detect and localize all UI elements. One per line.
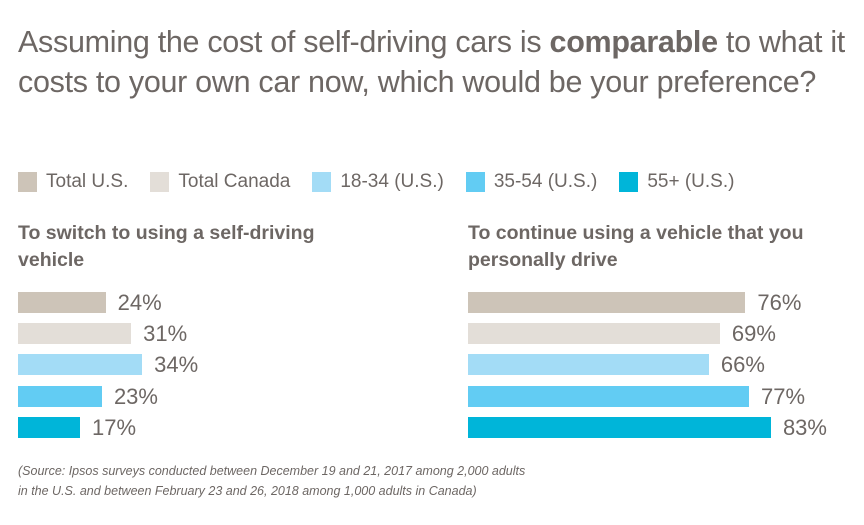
bar bbox=[468, 386, 750, 407]
data-label: 34% bbox=[154, 352, 199, 377]
bar bbox=[468, 292, 746, 313]
source-note: (Source: Ipsos surveys conducted between… bbox=[18, 461, 525, 501]
bar bbox=[468, 354, 709, 375]
panel-title-continue: To continue using a vehicle that you per… bbox=[468, 222, 804, 271]
legend-label: Total U.S. bbox=[46, 171, 129, 192]
legend-item: Total U.S. bbox=[18, 170, 128, 194]
legend-label: 18-34 (U.S.) bbox=[340, 171, 444, 192]
legend-label: 35-54 (U.S.) bbox=[493, 171, 598, 192]
bar bbox=[18, 292, 106, 313]
bar bbox=[468, 323, 720, 344]
data-label: 76% bbox=[757, 290, 802, 315]
data-label: 23% bbox=[113, 384, 158, 409]
legend: Total U.S. Total Canada 18-34 (U.S.) 35-54 … bbox=[18, 170, 756, 194]
bar bbox=[468, 417, 771, 438]
data-label: 17% bbox=[92, 415, 137, 440]
data-label: 24% bbox=[117, 290, 162, 315]
chart-title: Assuming the cost of self-driving cars i… bbox=[18, 22, 858, 102]
legend-swatch bbox=[312, 172, 332, 192]
bar bbox=[18, 386, 102, 407]
panel-title-switch: To switch to using a self-driving vehicl… bbox=[18, 222, 315, 271]
bar bbox=[18, 354, 143, 375]
legend-item: Total Canada bbox=[150, 170, 290, 194]
legend-swatch bbox=[465, 172, 485, 192]
source-line-2: in the U.S. and between February 23 and … bbox=[18, 484, 477, 498]
title-prefix: Assuming the cost of self-driving cars i… bbox=[18, 25, 550, 59]
bar bbox=[18, 323, 132, 344]
title-suffix: to what it costs to your own car now, wh… bbox=[18, 25, 845, 99]
data-label: 83% bbox=[782, 415, 827, 440]
legend-item: 55+ (U.S.) bbox=[619, 170, 734, 194]
legend-label: 55+ (U.S.) bbox=[647, 171, 735, 192]
data-label: 69% bbox=[731, 321, 776, 346]
legend-item: 18-34 (U.S.) bbox=[312, 170, 444, 194]
legend-swatch bbox=[619, 172, 639, 192]
data-label: 77% bbox=[761, 384, 806, 409]
source-line-1: (Source: Ipsos surveys conducted between… bbox=[18, 464, 526, 478]
data-label: 31% bbox=[143, 321, 188, 346]
bar bbox=[18, 417, 81, 438]
legend-label: Total Canada bbox=[178, 171, 291, 192]
title-emphasis: comparable bbox=[549, 25, 719, 59]
legend-swatch bbox=[150, 172, 170, 192]
legend-swatch bbox=[18, 172, 37, 192]
data-label: 66% bbox=[720, 352, 765, 377]
legend-item: 35-54 (U.S.) bbox=[465, 170, 598, 194]
